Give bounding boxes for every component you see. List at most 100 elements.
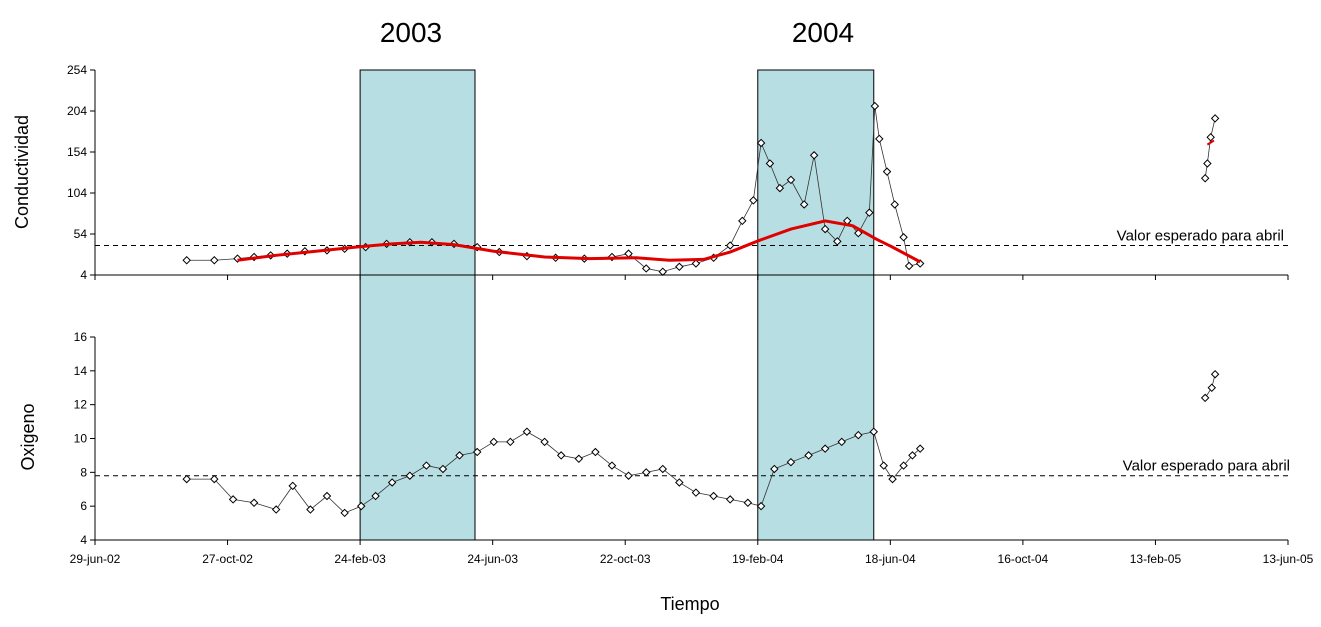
data-point <box>472 447 482 457</box>
y-tick-label: 4 <box>80 533 87 547</box>
y-tick-label: 154 <box>67 145 87 159</box>
data-point <box>506 437 515 447</box>
y-tick-label: 54 <box>74 227 88 241</box>
data-point <box>843 216 852 226</box>
data-point <box>786 457 796 467</box>
data-point <box>182 255 191 265</box>
data-point <box>658 267 668 276</box>
data-point <box>288 481 297 491</box>
data-point <box>770 464 779 474</box>
data-point <box>691 488 701 497</box>
conductividad-reference-label: Valor esperado para abril <box>1117 227 1284 244</box>
x-tick-label: 22-oct-03 <box>600 552 651 566</box>
data-point <box>574 454 584 464</box>
data-point <box>210 255 219 265</box>
data-point <box>387 478 397 487</box>
conductividad-trend-line-2005 <box>1206 139 1215 146</box>
x-tick-label: 19-feb-04 <box>732 552 784 566</box>
data-point <box>854 430 863 440</box>
x-tick-label: 16-oct-04 <box>998 552 1049 566</box>
data-point <box>691 259 701 268</box>
data-point <box>322 491 332 501</box>
conductividad-panel: 4 54 104 154 204 254 Valor esperado para abri… <box>12 63 1289 282</box>
data-point <box>882 167 892 176</box>
oxigeno-y-label: Oxigeno <box>18 403 38 470</box>
data-point <box>1210 369 1220 379</box>
data-point <box>804 451 813 460</box>
data-point <box>489 437 499 447</box>
data-point <box>820 444 830 453</box>
period-label-2004: 2004 <box>792 17 854 48</box>
y-tick-label: 254 <box>67 63 87 77</box>
x-tick-label: 18-jun-04 <box>865 552 916 566</box>
data-point <box>1206 132 1215 142</box>
data-point <box>1203 159 1212 168</box>
conductividad-trend-line <box>237 219 921 264</box>
y-tick-label: 4 <box>80 268 87 282</box>
y-tick-label: 10 <box>74 432 88 446</box>
data-point <box>455 451 464 460</box>
y-tick-label: 104 <box>67 186 87 200</box>
data-point <box>820 224 830 234</box>
data-point <box>422 461 431 470</box>
data-point <box>371 491 380 501</box>
shaded-period-2004 <box>757 69 875 541</box>
data-point <box>1200 393 1210 403</box>
data-point <box>1200 173 1210 183</box>
data-point <box>591 447 600 457</box>
data-point <box>1207 383 1217 392</box>
data-point <box>786 175 796 185</box>
data-point <box>749 196 758 205</box>
data-point <box>908 451 917 460</box>
series-line <box>186 431 921 514</box>
data-point <box>405 471 415 480</box>
data-point <box>228 495 238 504</box>
x-tick-label: 24-feb-03 <box>334 552 386 566</box>
data-point <box>607 461 617 470</box>
data-point <box>675 262 684 272</box>
x-axis-label: Tiempo <box>660 594 719 614</box>
data-point <box>837 437 846 447</box>
shaded-periods <box>359 69 875 541</box>
data-point <box>743 498 753 508</box>
x-tick-label: 27-oct-02 <box>202 552 253 566</box>
data-point <box>775 183 785 193</box>
data-point <box>438 464 448 474</box>
x-tick-label: 13-feb-05 <box>1130 552 1182 566</box>
data-point <box>641 264 651 273</box>
data-point <box>725 495 735 504</box>
data-point <box>756 138 766 148</box>
data-point <box>624 249 633 258</box>
data-point <box>899 461 908 470</box>
data-point <box>869 427 879 436</box>
data-point <box>556 451 566 460</box>
data-point <box>306 505 315 514</box>
data-point <box>249 498 259 508</box>
data-point <box>915 444 925 453</box>
data-point <box>356 501 366 511</box>
data-point <box>271 505 281 514</box>
y-tick-label: 8 <box>80 465 87 479</box>
y-tick-label: 6 <box>80 499 87 513</box>
y-tick-label: 16 <box>74 330 88 344</box>
data-point <box>624 471 633 480</box>
data-point <box>879 461 888 470</box>
y-tick-label: 14 <box>74 364 88 378</box>
x-tick-label: 13-jun-05 <box>1263 552 1314 566</box>
data-point <box>833 237 842 246</box>
data-point <box>658 464 668 474</box>
y-tick-label: 204 <box>67 104 87 118</box>
data-point <box>765 159 775 168</box>
data-point <box>899 233 908 242</box>
data-point <box>888 474 897 484</box>
data-point <box>799 200 809 209</box>
x-tick-labels: 29-jun-02 27-oct-02 24-feb-03 24-jun-03 22-o… <box>70 552 1314 566</box>
x-tick-label: 29-jun-02 <box>70 552 121 566</box>
data-point <box>641 468 651 477</box>
series-line <box>1204 118 1216 179</box>
data-point <box>890 200 899 209</box>
oxigeno-reference-label: Valor esperado para abril <box>1123 458 1290 475</box>
data-point <box>210 474 219 484</box>
shaded-period-2003 <box>359 69 476 541</box>
oxigeno-panel: 4 6 8 10 12 14 16 Valor esperado para abril Ox… <box>18 330 1290 547</box>
